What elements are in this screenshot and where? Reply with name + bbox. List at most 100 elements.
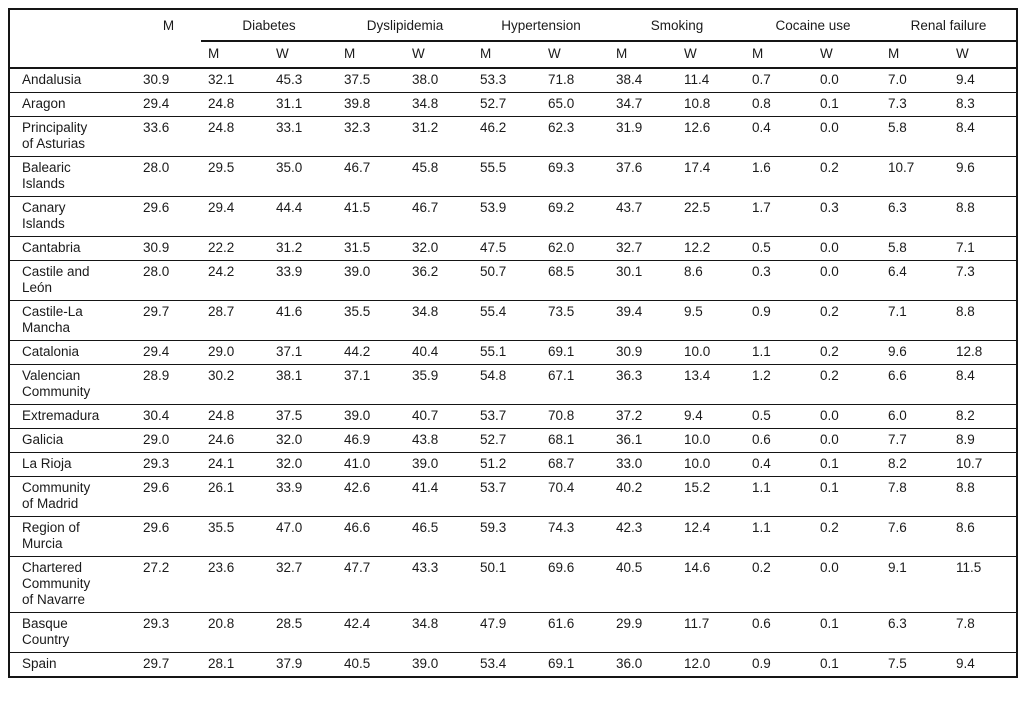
value-cell: 9.5 [677, 300, 746, 341]
value-cell: 6.6 [881, 364, 950, 405]
table-row-spain: Spain 29.7 28.1 37.9 40.5 39.0 53.4 69.1 36.0 12.… [9, 652, 1018, 678]
subheader-dyslipidemia-m: M [337, 41, 406, 69]
value-cell: 69.1 [541, 340, 610, 365]
value-cell: 43.3 [405, 556, 474, 613]
value-cell: 37.6 [609, 156, 678, 197]
value-cell: 5.8 [881, 116, 950, 157]
value-cell: 36.1 [609, 428, 678, 453]
value-cell: 20.8 [201, 612, 269, 653]
value-cell: 30.2 [201, 364, 269, 405]
value-cell: 1.7 [745, 196, 814, 237]
subheader-renal-failure-m: M [881, 41, 950, 69]
value-cell: 0.0 [813, 404, 882, 429]
subheader-men-empty [136, 41, 201, 69]
value-cell: 53.7 [473, 476, 542, 517]
value-cell: 41.5 [337, 196, 406, 237]
value-cell: 68.5 [541, 260, 610, 301]
value-cell: 29.7 [136, 300, 201, 341]
value-cell: 0.2 [813, 340, 882, 365]
value-cell: 38.1 [269, 364, 338, 405]
table-row-castile-la-mancha: Castile-La Mancha 29.7 28.7 41.6 35.5 34.8 55.… [9, 300, 1018, 341]
value-cell: 35.5 [337, 300, 406, 341]
value-cell: 29.4 [136, 92, 201, 117]
value-cell: 1.1 [745, 476, 814, 517]
value-cell: 8.4 [949, 364, 1018, 405]
value-cell: 8.9 [949, 428, 1018, 453]
value-cell: 43.7 [609, 196, 678, 237]
value-cell: 34.7 [609, 92, 678, 117]
value-cell: 7.8 [949, 612, 1018, 653]
value-cell: 6.4 [881, 260, 950, 301]
value-cell: 46.7 [337, 156, 406, 197]
value-cell: 29.7 [136, 652, 201, 678]
value-cell: 31.2 [405, 116, 474, 157]
value-cell: 24.6 [201, 428, 269, 453]
value-cell: 32.0 [269, 428, 338, 453]
value-cell: 36.2 [405, 260, 474, 301]
value-cell: 24.1 [201, 452, 269, 477]
subheader-smoking-m: M [609, 41, 678, 69]
table-row-balearic-islands: Balearic Islands 28.0 29.5 35.0 46.7 45.8 55.5… [9, 156, 1018, 197]
value-cell: 29.0 [201, 340, 269, 365]
value-cell: 70.8 [541, 404, 610, 429]
region-name: Basque Country [9, 612, 136, 653]
value-cell: 8.8 [949, 476, 1018, 517]
table-row-extremadura: Extremadura 30.4 24.8 37.5 39.0 40.7 53.7 70.8 3… [9, 404, 1018, 429]
value-cell: 33.6 [136, 116, 201, 157]
value-cell: 36.3 [609, 364, 678, 405]
value-cell: 8.6 [949, 516, 1018, 557]
group-header-smoking: Smoking [609, 9, 746, 42]
value-cell: 47.9 [473, 612, 542, 653]
value-cell: 53.7 [473, 404, 542, 429]
group-header-diabetes: Diabetes [201, 9, 338, 42]
value-cell: 7.6 [881, 516, 950, 557]
region-name: La Rioja [9, 452, 136, 477]
value-cell: 28.7 [201, 300, 269, 341]
value-cell: 33.0 [609, 452, 678, 477]
value-cell: 10.7 [949, 452, 1018, 477]
value-cell: 14.6 [677, 556, 746, 613]
value-cell: 6.0 [881, 404, 950, 429]
value-cell: 34.8 [405, 612, 474, 653]
table-row-galicia: Galicia 29.0 24.6 32.0 46.9 43.8 52.7 68.1 36.1 1… [9, 428, 1018, 453]
value-cell: 24.2 [201, 260, 269, 301]
region-name: Catalonia [9, 340, 136, 365]
value-cell: 0.1 [813, 452, 882, 477]
subheader-diabetes-w: W [269, 41, 338, 69]
subheader-renal-failure-w: W [949, 41, 1018, 69]
value-cell: 0.0 [813, 556, 882, 613]
value-cell: 45.8 [405, 156, 474, 197]
value-cell: 37.1 [337, 364, 406, 405]
value-cell: 17.4 [677, 156, 746, 197]
value-cell: 55.1 [473, 340, 542, 365]
group-header-row: M Diabetes Dyslipidemia Hypertension Smokin… [9, 9, 1018, 42]
region-name: Galicia [9, 428, 136, 453]
value-cell: 28.0 [136, 260, 201, 301]
value-cell: 39.0 [337, 260, 406, 301]
value-cell: 32.7 [269, 556, 338, 613]
value-cell: 11.5 [949, 556, 1018, 613]
value-cell: 28.0 [136, 156, 201, 197]
corner-header-cell [9, 9, 136, 41]
value-cell: 37.9 [269, 652, 338, 678]
value-cell: 11.7 [677, 612, 746, 653]
value-cell: 24.8 [201, 116, 269, 157]
value-cell: 54.8 [473, 364, 542, 405]
region-name: Valencian Community [9, 364, 136, 405]
table-row-valencian-community: Valencian Community 28.9 30.2 38.1 37.1 35.9 5… [9, 364, 1018, 405]
value-cell: 0.1 [813, 476, 882, 517]
value-cell: 22.2 [201, 236, 269, 261]
value-cell: 32.0 [405, 236, 474, 261]
value-cell: 33.9 [269, 476, 338, 517]
value-cell: 6.3 [881, 612, 950, 653]
group-header-renal-failure: Renal failure [881, 9, 1018, 42]
value-cell: 29.5 [201, 156, 269, 197]
value-cell: 1.2 [745, 364, 814, 405]
value-cell: 35.0 [269, 156, 338, 197]
value-cell: 39.0 [405, 652, 474, 678]
value-cell: 50.7 [473, 260, 542, 301]
value-cell: 0.1 [813, 652, 882, 678]
table-row-chartered-community-of-navarre: Chartered Community of Navarre 27.2 23.6 32… [9, 556, 1018, 613]
value-cell: 9.6 [949, 156, 1018, 197]
value-cell: 8.2 [949, 404, 1018, 429]
